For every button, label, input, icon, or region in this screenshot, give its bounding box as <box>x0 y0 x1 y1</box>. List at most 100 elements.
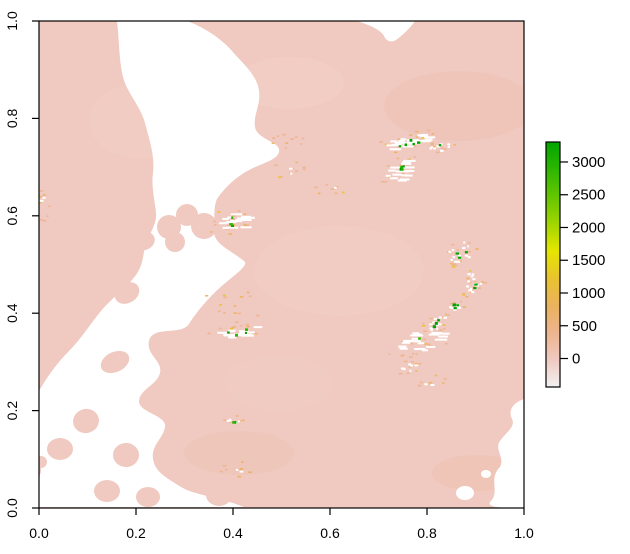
snow-fleck <box>237 217 250 220</box>
mountain-cluster <box>380 156 416 183</box>
x-tick-label: 0.0 <box>29 525 49 541</box>
orange-fleck <box>39 201 42 204</box>
orange-fleck <box>243 213 247 216</box>
y-tick-label: 0.8 <box>4 108 20 128</box>
orange-fleck <box>427 343 430 346</box>
orange-fleck <box>294 136 298 138</box>
peak-green-dot <box>402 165 405 168</box>
orange-fleck <box>393 151 398 154</box>
orange-fleck <box>241 419 245 422</box>
orange-fleck <box>440 147 444 149</box>
snow-fleck <box>248 331 255 334</box>
legend-layer: 0 500 1000 1500 2000 2500 3000 <box>545 141 605 388</box>
peak-green-dot <box>456 304 459 307</box>
snow-fleck <box>447 143 451 146</box>
orange-fleck <box>419 381 423 384</box>
snow-fleck <box>39 199 44 202</box>
snow-fleck <box>451 249 455 252</box>
orange-fleck <box>415 353 418 355</box>
snow-fleck <box>400 138 406 141</box>
orange-fleck <box>218 304 223 306</box>
peak-green-dot <box>432 325 436 329</box>
snow-fleck <box>437 332 450 335</box>
land-texture-spot <box>354 198 484 254</box>
orange-fleck <box>225 468 228 471</box>
snow-fleck <box>228 418 232 421</box>
orange-fleck <box>317 192 321 195</box>
snow-fleck <box>436 145 441 148</box>
orange-fleck <box>467 251 471 253</box>
snow-fleck <box>392 173 402 176</box>
snow-fleck <box>436 327 439 330</box>
orange-fleck <box>232 218 235 221</box>
peak-green-dot <box>412 142 415 146</box>
orange-fleck <box>431 133 435 135</box>
y-tick-label: 0.0 <box>4 498 20 518</box>
snow-fleck <box>467 280 471 283</box>
peak-green-dot <box>452 303 457 307</box>
orange-fleck <box>231 215 235 217</box>
orange-fleck <box>398 372 403 375</box>
orange-fleck <box>232 326 237 328</box>
orange-fleck <box>415 130 419 133</box>
mountain-cluster <box>421 316 448 332</box>
orange-fleck <box>301 137 305 140</box>
orange-fleck <box>475 248 479 250</box>
snow-fleck <box>398 139 405 142</box>
orange-fleck <box>459 300 463 303</box>
snow-fleck <box>469 287 473 290</box>
snow-fleck <box>219 222 229 225</box>
snow-fleck <box>471 273 475 276</box>
snow-fleck <box>429 147 432 150</box>
orange-fleck <box>223 419 226 421</box>
snow-fleck <box>401 162 412 165</box>
orange-fleck <box>408 366 412 368</box>
peak-green-dot <box>418 337 421 340</box>
orange-fleck <box>229 327 234 330</box>
snow-fleck <box>472 278 476 281</box>
peak-green-dot <box>400 165 404 169</box>
peak-green-dot <box>245 328 248 332</box>
orange-fleck <box>213 220 216 223</box>
orange-fleck <box>380 180 385 183</box>
snow-fleck <box>424 136 436 139</box>
peak-green-dot <box>438 144 442 147</box>
orange-fleck <box>449 302 454 305</box>
orange-fleck <box>272 137 276 139</box>
mountain-cluster <box>447 241 479 268</box>
orange-fleck <box>237 210 241 212</box>
snow-fleck <box>401 174 408 177</box>
x-tick-label: 1.0 <box>514 525 534 541</box>
legend-tick-label: 3000 <box>572 154 605 171</box>
snow-fleck <box>239 331 248 334</box>
snow-fleck <box>223 334 233 337</box>
orange-fleck <box>386 165 390 167</box>
island <box>39 456 47 468</box>
orange-fleck <box>384 180 388 183</box>
peak-green-dot <box>244 331 248 334</box>
snow-fleck <box>408 363 411 366</box>
island <box>133 231 155 251</box>
orange-fleck <box>274 164 279 167</box>
snow-fleck <box>240 332 248 335</box>
orange-fleck <box>417 384 422 387</box>
land-texture-spot <box>184 431 294 475</box>
snow-fleck <box>409 340 421 343</box>
orange-fleck <box>388 353 391 355</box>
orange-fleck <box>271 142 275 145</box>
orange-fleck <box>334 192 338 195</box>
orange-fleck <box>217 211 221 213</box>
orange-fleck <box>458 260 462 263</box>
peak-green-dot <box>232 421 235 424</box>
map-translated <box>39 21 524 508</box>
peak-green-dot <box>453 307 457 310</box>
snow-fleck <box>463 241 466 244</box>
peak-green-dot <box>401 168 404 171</box>
island <box>113 443 139 467</box>
orange-fleck <box>422 338 427 341</box>
peak-green-dot <box>235 333 238 337</box>
snow-fleck <box>217 331 229 334</box>
snow-fleck <box>464 254 469 257</box>
orange-fleck <box>455 264 458 267</box>
orange-fleck <box>39 190 44 192</box>
